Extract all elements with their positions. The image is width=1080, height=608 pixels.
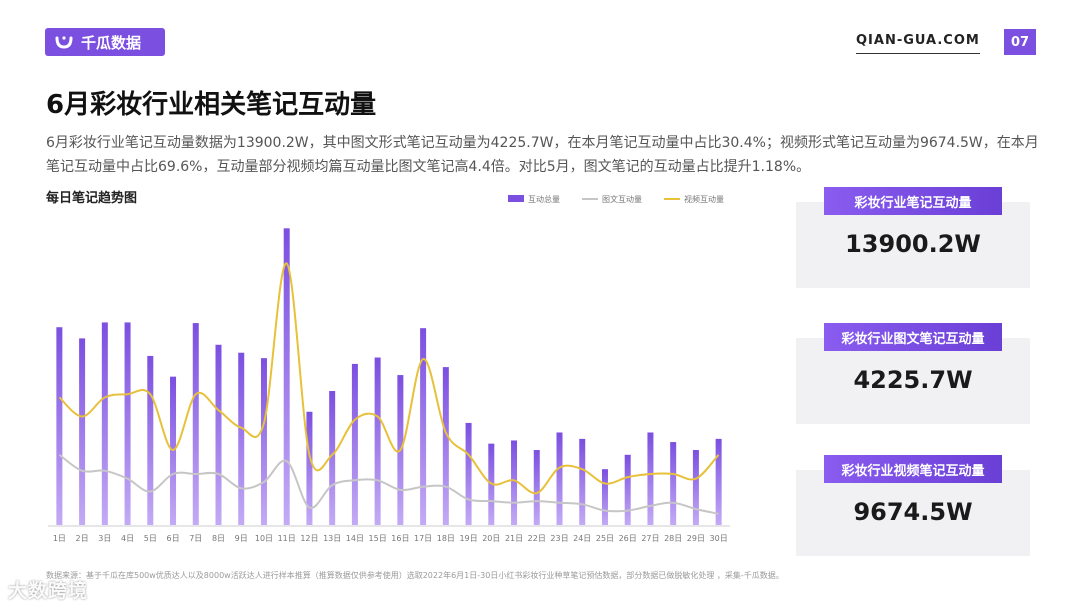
x-tick-label-6日: 6日 bbox=[166, 534, 179, 543]
kpi-label-video: 彩妆行业视频笔记互动量 bbox=[824, 455, 1002, 483]
x-tick-label-16日: 16日 bbox=[391, 534, 409, 543]
daily-trend-chart: 互动总量 图文互动量 视频互动量 1日 2日 3日 4日 5日 6日 7日 8日 9日 10日 11日 12… bbox=[48, 194, 730, 543]
logo-icon bbox=[55, 35, 73, 49]
data-source-footnote: 数据来源：基于千瓜在库500w优质达人以及8000w活跃达人进行样本推算（推算数… bbox=[46, 571, 784, 580]
bar-29日 bbox=[692, 450, 699, 525]
bar-2日 bbox=[79, 338, 86, 525]
watermark: 大数跨境 bbox=[8, 580, 89, 602]
x-tick-label-3日: 3日 bbox=[98, 534, 111, 543]
x-tick-label-19日: 19日 bbox=[459, 534, 477, 543]
bar-12日 bbox=[306, 411, 313, 525]
bar-11日 bbox=[283, 228, 290, 525]
kpi-value-video: 9674.5W bbox=[853, 498, 973, 526]
x-tick-label-24日: 24日 bbox=[573, 534, 591, 543]
bar-1日 bbox=[56, 327, 63, 525]
summary-text: 6月彩妆行业笔记互动量数据为13900.2W，其中图文形式笔记互动量为4225.… bbox=[46, 135, 1039, 175]
image-text-line bbox=[58, 454, 719, 515]
bar-13日 bbox=[329, 391, 336, 525]
bar-7日 bbox=[192, 323, 199, 525]
x-tick-label-15日: 15日 bbox=[369, 534, 387, 543]
chart-title: 每日笔记趋势图 bbox=[46, 191, 138, 206]
brand-logo: 千瓜数据 bbox=[45, 28, 165, 56]
x-tick-label-12日: 12日 bbox=[300, 534, 318, 543]
legend-label-2: 视频互动量 bbox=[684, 194, 724, 204]
bar-19日 bbox=[465, 422, 472, 525]
video-line bbox=[58, 262, 720, 495]
site-url: QIAN-GUA.COM bbox=[856, 33, 980, 54]
kpi-card-image-text: 彩妆行业图文笔记互动量 4225.7W bbox=[796, 323, 1030, 424]
x-tick-label-29日: 29日 bbox=[687, 534, 705, 543]
x-tick-label-10日: 10日 bbox=[255, 534, 273, 543]
legend-label-1: 图文互动量 bbox=[602, 194, 642, 204]
kpi-label-total: 彩妆行业笔记互动量 bbox=[824, 187, 1002, 215]
bar-23日 bbox=[556, 432, 563, 525]
page-title: 6月彩妆行业相关笔记互动量 bbox=[46, 90, 377, 120]
x-tick-label-23日: 23日 bbox=[550, 534, 568, 543]
page-number: 07 bbox=[1004, 29, 1036, 55]
bar-4日 bbox=[124, 322, 131, 525]
bar-9日 bbox=[238, 352, 245, 525]
x-tick-label-22日: 22日 bbox=[528, 534, 546, 543]
bar-24日 bbox=[579, 438, 586, 525]
x-tick-label-11日: 11日 bbox=[278, 534, 296, 543]
x-tick-label-4日: 4日 bbox=[121, 534, 134, 543]
bar-14日 bbox=[351, 363, 358, 525]
x-tick-label-18日: 18日 bbox=[437, 534, 455, 543]
x-tick-label-26日: 26日 bbox=[619, 534, 637, 543]
x-tick-label-20日: 20日 bbox=[482, 534, 500, 543]
bar-25日 bbox=[601, 469, 608, 525]
bar-27日 bbox=[647, 432, 654, 525]
bar-15日 bbox=[374, 357, 381, 525]
x-tick-label-13日: 13日 bbox=[323, 534, 341, 543]
x-tick-label-30日: 30日 bbox=[710, 534, 728, 543]
kpi-card-video: 彩妆行业视频笔记互动量 9674.5W bbox=[796, 455, 1030, 556]
bar-8日 bbox=[215, 344, 222, 525]
kpi-label-image-text: 彩妆行业图文笔记互动量 bbox=[824, 323, 1002, 351]
legend-swatch-0 bbox=[508, 195, 524, 202]
bar-3日 bbox=[101, 322, 108, 525]
x-tick-label-9日: 9日 bbox=[235, 534, 248, 543]
bar-17日 bbox=[420, 328, 427, 525]
x-tick-label-17日: 17日 bbox=[414, 534, 432, 543]
x-tick-label-28日: 28日 bbox=[664, 534, 682, 543]
x-tick-label-5日: 5日 bbox=[144, 534, 157, 543]
x-tick-label-27日: 27日 bbox=[641, 534, 659, 543]
kpi-value-total: 13900.2W bbox=[845, 230, 981, 258]
bar-21日 bbox=[511, 440, 518, 525]
bar-26日 bbox=[624, 454, 631, 525]
x-tick-label-2日: 2日 bbox=[76, 534, 89, 543]
bar-30日 bbox=[715, 438, 722, 525]
kpi-card-total: 彩妆行业笔记互动量 13900.2W bbox=[796, 187, 1030, 288]
bar-18日 bbox=[442, 367, 449, 525]
x-tick-label-8日: 8日 bbox=[212, 534, 225, 543]
x-tick-label-21日: 21日 bbox=[505, 534, 523, 543]
bar-10日 bbox=[260, 358, 267, 525]
bar-28日 bbox=[670, 442, 677, 525]
kpi-value-image-text: 4225.7W bbox=[853, 366, 973, 394]
x-tick-label-14日: 14日 bbox=[346, 534, 364, 543]
logo-text: 千瓜数据 bbox=[81, 33, 142, 52]
x-tick-label-25日: 25日 bbox=[596, 534, 614, 543]
bar-22日 bbox=[533, 450, 540, 525]
x-tick-label-1日: 1日 bbox=[53, 534, 66, 543]
legend-label-0: 互动总量 bbox=[528, 194, 560, 204]
x-tick-label-7日: 7日 bbox=[189, 534, 202, 543]
bar-5日 bbox=[147, 355, 154, 525]
